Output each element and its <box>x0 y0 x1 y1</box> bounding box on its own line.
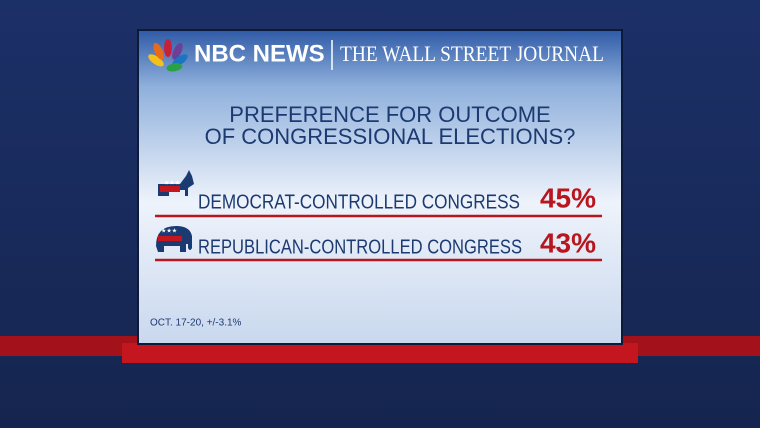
svg-text:★★★: ★★★ <box>161 228 177 235</box>
row-value: 45% <box>540 182 596 213</box>
title-line: OF CONGRESSIONAL ELECTIONS? <box>205 124 576 149</box>
card <box>137 29 623 345</box>
svg-text:★★★: ★★★ <box>164 180 180 187</box>
donkey-icon: ★★★ <box>158 170 194 196</box>
network-name: NBC NEWS <box>194 40 325 67</box>
row-label: DEMOCRAT-CONTROLLED CONGRESS <box>198 191 520 213</box>
partner-name: THE WALL STREET JOURNAL <box>340 41 604 66</box>
row-label: REPUBLICAN-CONTROLLED CONGRESS <box>198 236 522 258</box>
red-base <box>122 343 638 363</box>
elephant-icon: ★★★ <box>156 226 192 252</box>
title-line: PREFERENCE FOR OUTCOME <box>229 102 550 127</box>
peacock-logo <box>148 39 188 72</box>
footnote: OCT. 17-20, +/-3.1% <box>150 318 242 329</box>
row-value: 43% <box>540 227 596 258</box>
